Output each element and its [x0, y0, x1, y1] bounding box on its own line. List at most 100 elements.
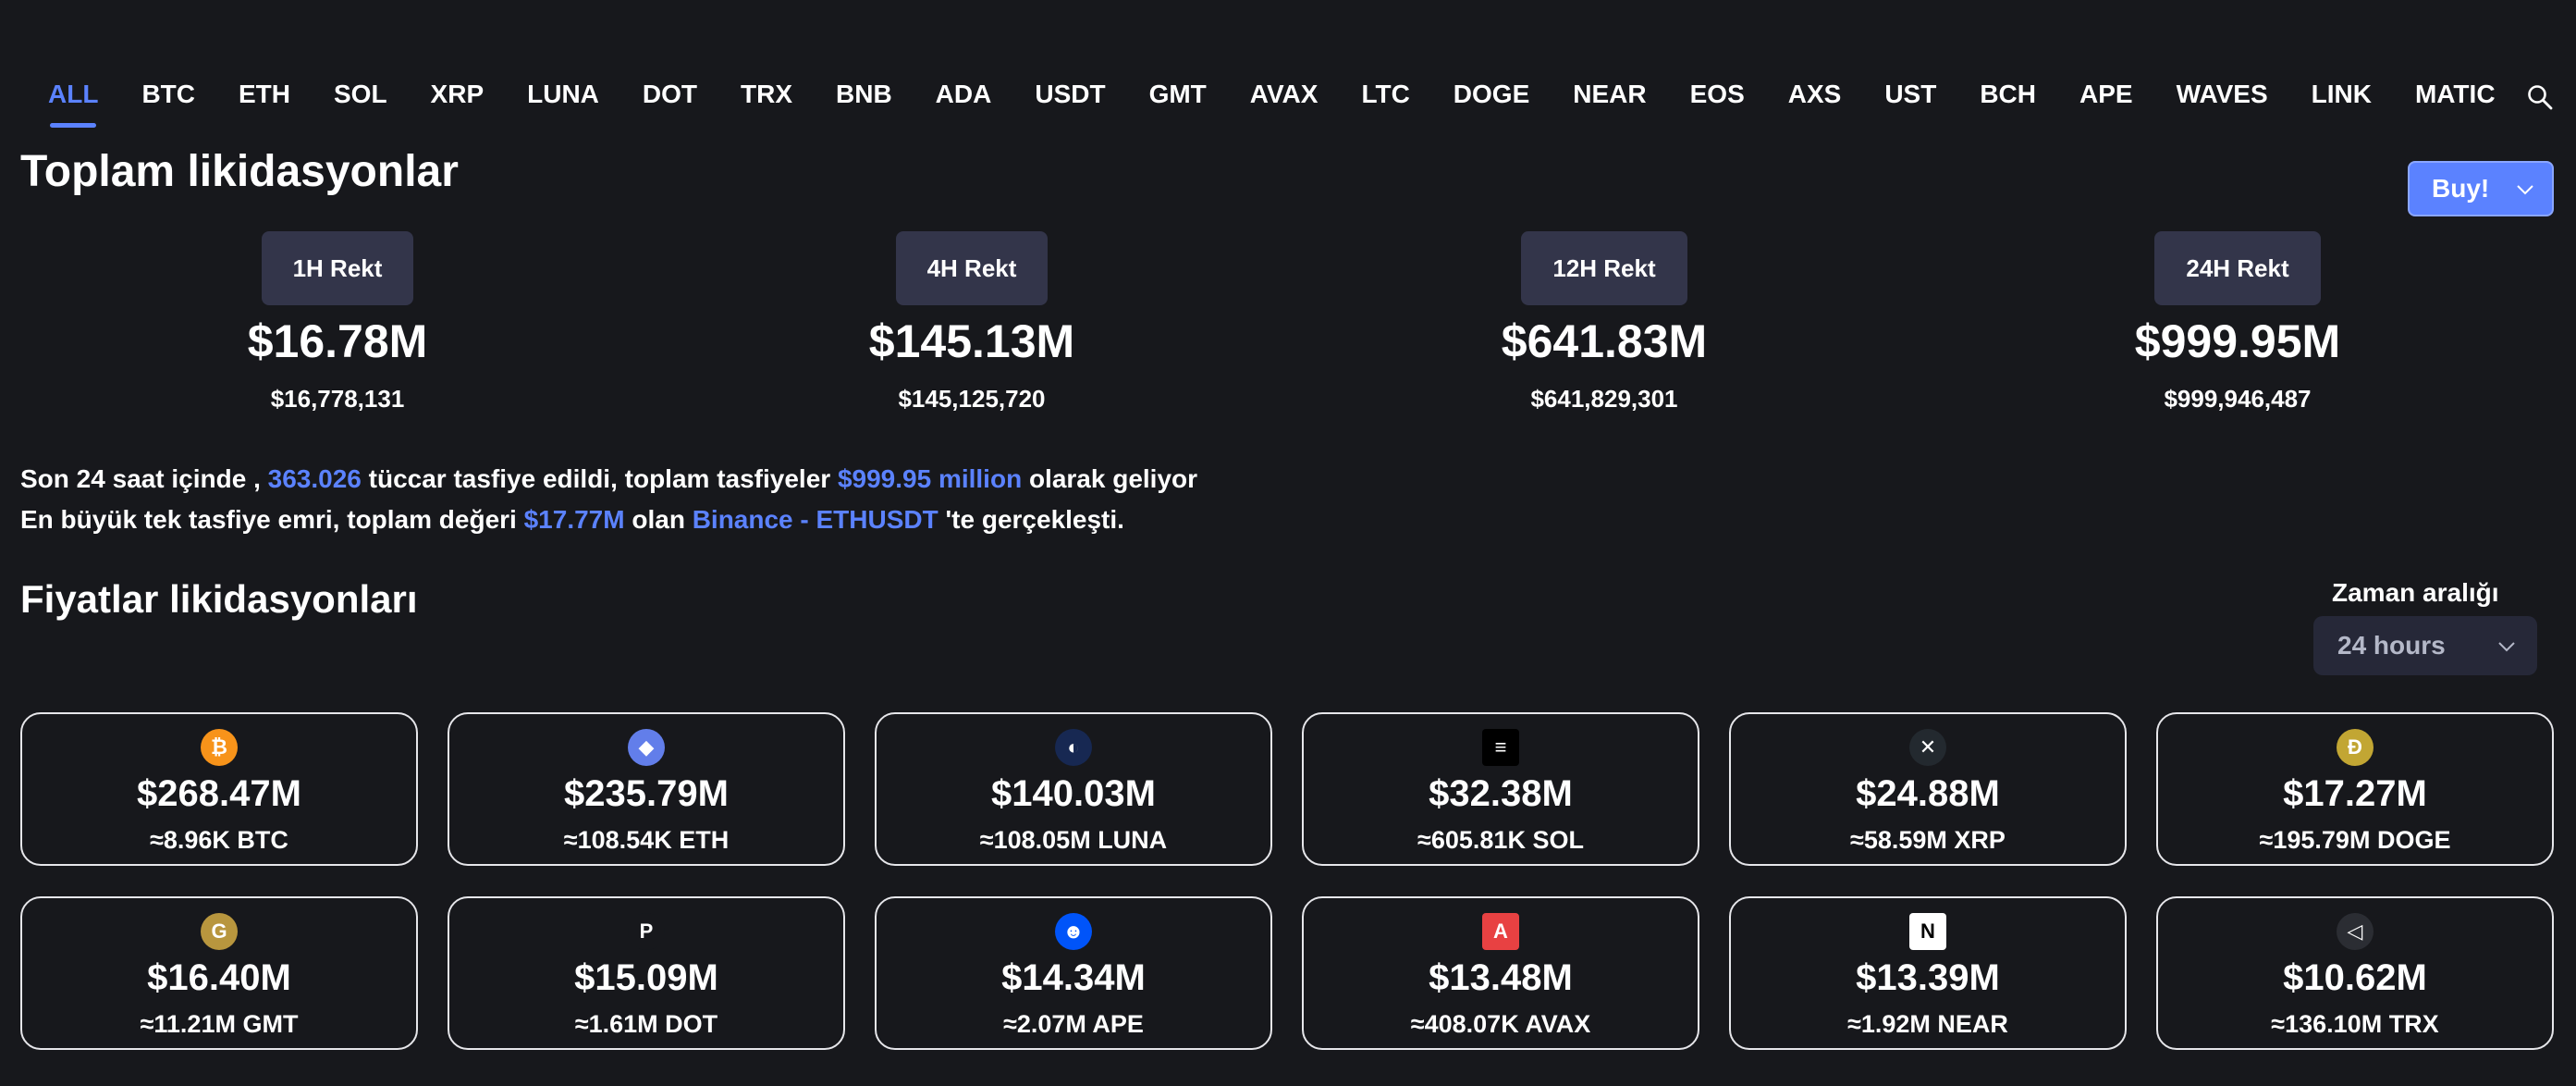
coin-card[interactable]: P $15.09M ≈1.61M DOT: [448, 896, 845, 1050]
tab-eos[interactable]: EOS: [1689, 80, 1745, 108]
coin-liquidation-value: $24.88M: [1856, 773, 2000, 814]
coin-liquidation-value: $16.40M: [147, 957, 291, 998]
tab-bch[interactable]: BCH: [1980, 80, 2036, 108]
coin-liquidation-amount: ≈1.92M NEAR: [1847, 1010, 2008, 1038]
coin-card[interactable]: ✕ $24.88M ≈58.59M XRP: [1729, 712, 2127, 866]
tab-waves[interactable]: WAVES: [2176, 80, 2268, 108]
tab-near[interactable]: NEAR: [1573, 80, 1647, 108]
tab-eth[interactable]: ETH: [238, 80, 290, 108]
chevron-down-icon: [2517, 185, 2533, 195]
tab-all[interactable]: ALL: [48, 80, 98, 128]
rekt-1h-value: $16.78M: [247, 315, 428, 367]
rekt-1h-label[interactable]: 1H Rekt: [261, 231, 414, 305]
rekt-4h-value: $145.13M: [868, 315, 1075, 367]
coin-liquidation-value: $15.09M: [574, 957, 718, 998]
coin-liquidation-amount: ≈108.05M LUNA: [979, 826, 1168, 854]
tab-usdt[interactable]: USDT: [1035, 80, 1106, 108]
tab-bnb[interactable]: BNB: [836, 80, 892, 108]
largest-order-value: $17.77M: [523, 505, 625, 534]
buy-button-label: Buy!: [2432, 174, 2490, 203]
doge-icon: Ð: [2337, 729, 2374, 766]
tab-dot[interactable]: DOT: [642, 80, 697, 108]
rekt-1h-exact: $16,778,131: [270, 385, 405, 413]
coin-liquidation-value: $13.48M: [1429, 957, 1573, 998]
total-liquidations: $999.95 million: [837, 464, 1023, 493]
coin-liquidation-value: $140.03M: [991, 773, 1156, 814]
coin-liquidation-value: $13.39M: [1856, 957, 2000, 998]
rekt-24h-exact: $999,946,487: [2164, 385, 2312, 413]
coin-card[interactable]: ◐ $140.03M ≈108.05M LUNA: [875, 712, 1272, 866]
summary-text: Son 24 saat içinde ,: [20, 464, 268, 493]
trader-count: 363.026: [267, 464, 362, 493]
sol-icon: ≡: [1482, 729, 1519, 766]
eth-icon: ◆: [628, 729, 665, 766]
tab-ust[interactable]: UST: [1884, 80, 1937, 108]
summary-line-2: En büyük tek tasfiye emri, toplam değeri…: [20, 500, 1197, 540]
coin-card[interactable]: ☻ $14.34M ≈2.07M APE: [875, 896, 1272, 1050]
summary-text: En büyük tek tasfiye emri, toplam değeri: [20, 505, 524, 534]
tab-xrp[interactable]: XRP: [430, 80, 485, 108]
coin-liquidation-amount: ≈195.79M DOGE: [2259, 826, 2451, 854]
tab-ada[interactable]: ADA: [935, 80, 992, 108]
page-title: Toplam likidasyonlar: [20, 147, 459, 196]
tab-btc[interactable]: BTC: [141, 80, 195, 108]
time-range-label: Zaman aralığı: [2332, 578, 2499, 607]
coin-liquidation-amount: ≈136.10M TRX: [2271, 1010, 2439, 1038]
luna-icon: ◐: [1055, 729, 1092, 766]
coin-liquidation-value: $235.79M: [564, 773, 729, 814]
dot-icon: P: [628, 913, 665, 950]
rekt-4h: 4H Rekt $145.13M $145,125,720: [787, 231, 1157, 413]
tab-luna[interactable]: LUNA: [527, 80, 599, 108]
buy-button[interactable]: Buy!: [2408, 161, 2554, 216]
avax-icon: A: [1482, 913, 1519, 950]
coin-liquidation-value: $268.47M: [137, 773, 301, 814]
coin-card[interactable]: Ð $17.27M ≈195.79M DOGE: [2156, 712, 2554, 866]
time-range-select[interactable]: 24 hours: [2313, 616, 2537, 675]
coin-card[interactable]: G $16.40M ≈11.21M GMT: [20, 896, 418, 1050]
tab-sol[interactable]: SOL: [333, 80, 387, 108]
coin-card[interactable]: ₿ $268.47M ≈8.96K BTC: [20, 712, 418, 866]
near-icon: N: [1909, 913, 1946, 950]
tab-axs[interactable]: AXS: [1787, 80, 1842, 108]
coin-card[interactable]: ◁ $10.62M ≈136.10M TRX: [2156, 896, 2554, 1050]
liquidation-summary: Son 24 saat içinde , 363.026 tüccar tasf…: [20, 459, 1197, 540]
summary-line-1: Son 24 saat içinde , 363.026 tüccar tasf…: [20, 459, 1197, 500]
ape-icon: ☻: [1055, 913, 1092, 950]
coin-liquidation-value: $32.38M: [1429, 773, 1573, 814]
tab-gmt[interactable]: GMT: [1148, 80, 1207, 108]
coin-liquidation-amount: ≈108.54K ETH: [563, 826, 730, 854]
trx-icon: ◁: [2337, 913, 2374, 950]
tab-trx[interactable]: TRX: [741, 80, 792, 108]
coin-card[interactable]: N $13.39M ≈1.92M NEAR: [1729, 896, 2127, 1050]
coin-card[interactable]: A $13.48M ≈408.07K AVAX: [1302, 896, 1699, 1050]
summary-text: olan: [624, 505, 693, 534]
tab-avax[interactable]: AVAX: [1249, 80, 1319, 108]
tab-ltc[interactable]: LTC: [1361, 80, 1410, 108]
tab-doge[interactable]: DOGE: [1453, 80, 1530, 108]
rekt-24h: 24H Rekt $999.95M $999,946,487: [2053, 231, 2423, 413]
rekt-4h-exact: $145,125,720: [898, 385, 1046, 413]
tab-matic[interactable]: MATIC: [2414, 80, 2496, 108]
rekt-24h-value: $999.95M: [2134, 315, 2341, 367]
rekt-12h-value: $641.83M: [1501, 315, 1708, 367]
coin-liquidation-amount: ≈408.07K AVAX: [1410, 1010, 1591, 1038]
rekt-12h-label[interactable]: 12H Rekt: [1521, 231, 1687, 305]
search-icon[interactable]: [2526, 83, 2554, 111]
tab-link[interactable]: LINK: [2311, 80, 2372, 108]
largest-order-exchange-link[interactable]: Binance - ETHUSDT: [692, 505, 938, 534]
tab-ape[interactable]: APE: [2079, 80, 2133, 108]
summary-text: 'te gerçekleşti.: [938, 505, 1124, 534]
rekt-4h-label[interactable]: 4H Rekt: [895, 231, 1049, 305]
coin-liquidation-amount: ≈8.96K BTC: [150, 826, 288, 854]
xrp-icon: ✕: [1909, 729, 1946, 766]
coin-liquidation-amount: ≈58.59M XRP: [1850, 826, 2006, 854]
coin-card[interactable]: ◆ $235.79M ≈108.54K ETH: [448, 712, 845, 866]
rekt-24h-label[interactable]: 24H Rekt: [2154, 231, 2321, 305]
gmt-icon: G: [201, 913, 238, 950]
coin-liquidation-grid: ₿ $268.47M ≈8.96K BTC ◆ $235.79M ≈108.54K ETH…: [20, 712, 2554, 1050]
coin-liquidation-amount: ≈1.61M DOT: [574, 1010, 718, 1038]
rekt-12h: 12H Rekt $641.83M $641,829,301: [1419, 231, 1789, 413]
chevron-down-icon: [2498, 642, 2515, 652]
coin-card[interactable]: ≡ $32.38M ≈605.81K SOL: [1302, 712, 1699, 866]
coin-liquidation-value: $10.62M: [2283, 957, 2427, 998]
